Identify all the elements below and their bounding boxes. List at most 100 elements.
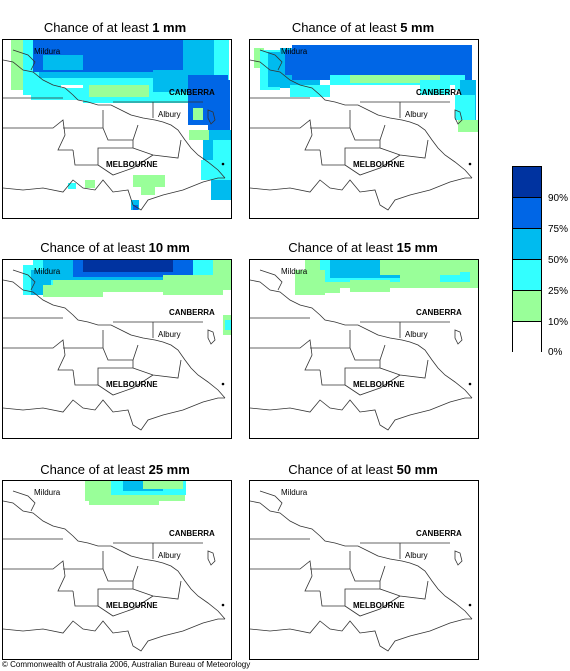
boundary-line — [3, 97, 203, 118]
rainfall-probability-cell — [85, 180, 95, 188]
panel-title-5mm: Chance of at least 5 mm — [291, 20, 435, 35]
rainfall-probability-cell — [435, 260, 478, 272]
place-label-melbourne: MELBOURNE — [106, 601, 158, 610]
panel-title-15mm: Chance of at least 15 mm — [288, 240, 438, 255]
rainfall-probability-cell — [290, 85, 330, 97]
rainfall-probability-cell — [141, 185, 155, 195]
map-svg: Mildura CANBERRA Albury MELBOURNE — [250, 45, 478, 211]
rainfall-probability-cell — [189, 130, 209, 140]
place-label-mildura: Mildura — [34, 47, 61, 56]
place-label-mildura: Mildura — [281, 47, 308, 56]
panel-title-25mm: Chance of at least 25 mm — [40, 462, 190, 477]
boundary-line — [250, 97, 450, 118]
boundary-line — [250, 59, 473, 179]
place-label-canberra: CANBERRA — [416, 308, 462, 317]
boundary-line — [12, 269, 36, 291]
boundary-line — [454, 550, 463, 566]
rainfall-probability-cell — [193, 108, 203, 120]
place-label-canberra: CANBERRA — [169, 529, 215, 538]
rainfall-probability-cell — [310, 285, 340, 293]
boundary-line — [3, 397, 225, 431]
place-label-melbourne: MELBOURNE — [353, 601, 405, 610]
place-label-canberra: CANBERRA — [169, 88, 215, 97]
rainfall-probability-cell — [254, 48, 264, 68]
map-svg: Mildura CANBERRA Albury MELBOURNE — [3, 481, 226, 652]
boundary-line — [250, 317, 450, 338]
coast-marker — [221, 382, 225, 386]
rainfall-probability-cell — [400, 270, 440, 285]
legend-label-25: 25% — [548, 286, 569, 297]
probability-legend — [512, 166, 542, 352]
coast-marker — [221, 162, 225, 166]
rainfall-probability-cell — [213, 140, 231, 165]
boundary-line — [3, 551, 182, 617]
map-panel-10mm: Mildura CANBERRA Albury MELBOURNE — [2, 259, 232, 439]
boundary-line — [3, 317, 203, 338]
boundary-line — [259, 269, 283, 291]
place-label-melbourne: MELBOURNE — [106, 160, 158, 169]
map-panel-25mm: Mildura CANBERRA Albury MELBOURNE — [2, 480, 232, 660]
boundary-line — [3, 177, 225, 211]
coast-marker — [221, 603, 225, 607]
legend-swatch-90 — [513, 167, 541, 198]
rainfall-probability-cell — [211, 180, 231, 200]
boundary-line — [259, 49, 283, 71]
coast-marker — [468, 382, 472, 386]
boundary-line — [12, 49, 36, 71]
rainfall-probability-cell — [89, 85, 149, 97]
rainfall-probability-cell — [11, 40, 23, 75]
place-label-mildura: Mildura — [281, 267, 308, 276]
map-svg: Mildura CANBERRA Albury MELBOURNE — [250, 260, 478, 431]
rainfall-probability-cell — [420, 80, 450, 95]
coast-marker — [468, 603, 472, 607]
place-label-canberra: CANBERRA — [169, 308, 215, 317]
legend-label-50: 50% — [548, 255, 569, 266]
place-label-albury: Albury — [158, 551, 181, 560]
boundary-line — [12, 490, 36, 512]
rainfall-probability-cell — [68, 183, 76, 189]
place-label-melbourne: MELBOURNE — [106, 380, 158, 389]
boundary-line — [454, 109, 463, 125]
boundary-line — [3, 330, 182, 396]
panel-title-1mm: Chance of at least 1 mm — [43, 20, 187, 35]
rainfall-probability-cell — [455, 95, 475, 120]
boundary-line — [207, 329, 216, 345]
rainfall-probability-cell — [103, 260, 158, 269]
rainfall-probability-cell — [53, 280, 193, 292]
rainfall-probability-cell — [458, 120, 478, 132]
rainfall-probability-cell — [292, 45, 472, 80]
place-label-mildura: Mildura — [34, 488, 61, 497]
map-svg: Mildura CANBERRA Albury MELBOURNE — [250, 488, 473, 652]
place-label-albury: Albury — [405, 551, 428, 560]
place-label-albury: Albury — [158, 110, 181, 119]
rainfall-probability-cell — [285, 50, 315, 75]
rainfall-probability-cell — [133, 205, 138, 210]
copyright-notice: © Commonwealth of Australia 2006, Austra… — [2, 660, 251, 669]
legend-swatch-0 — [513, 322, 541, 352]
boundary-line — [3, 279, 226, 399]
boundary-line — [3, 500, 226, 620]
legend-swatch-75 — [513, 198, 541, 229]
rainfall-probability-cell — [201, 160, 231, 180]
place-label-canberra: CANBERRA — [416, 88, 462, 97]
map-panel-5mm: Mildura CANBERRA Albury MELBOURNE — [249, 39, 479, 219]
rainfall-probability-cell — [268, 52, 282, 87]
boundary-line — [250, 330, 429, 396]
boundary-line — [3, 59, 226, 179]
map-panel-15mm: Mildura CANBERRA Albury MELBOURNE — [249, 259, 479, 439]
place-label-canberra: CANBERRA — [416, 529, 462, 538]
map-svg: Mildura CANBERRA Albury MELBOURNE — [3, 260, 231, 431]
boundary-line — [207, 550, 216, 566]
map-panel-1mm: Mildura CANBERRA Albury MELBOURNE — [2, 39, 232, 219]
place-label-albury: Albury — [158, 330, 181, 339]
rainfall-probability-cell — [350, 75, 440, 83]
rainfall-probability-cell — [350, 280, 390, 292]
rainfall-probability-cell — [225, 320, 231, 330]
boundary-line — [250, 397, 472, 431]
rainfall-probability-cell — [89, 493, 159, 505]
place-label-mildura: Mildura — [281, 488, 308, 497]
map-panel-50mm: Mildura CANBERRA Albury MELBOURNE — [249, 480, 479, 660]
boundary-line — [250, 279, 473, 399]
boundary-line — [250, 618, 472, 652]
rainfall-probability-cell — [133, 175, 165, 187]
